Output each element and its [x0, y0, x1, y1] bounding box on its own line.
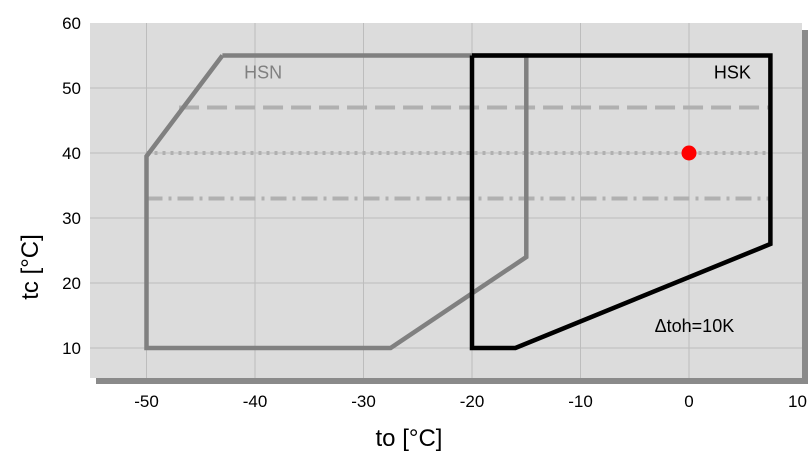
series-group [144, 53, 773, 351]
annotations: HSN HSK Δtoh=10K [244, 62, 751, 336]
x-tick-label: -30 [351, 392, 376, 411]
x-tick-label: 10 [788, 392, 807, 411]
y-tick-label: 60 [62, 14, 81, 33]
x-tick-label: -50 [134, 392, 159, 411]
annotation-label: HSN [244, 62, 282, 82]
marker-group [681, 145, 697, 161]
x-axis-title: to [°C] [376, 425, 443, 452]
x-tick-label: -40 [243, 392, 268, 411]
x-tick-label: 0 [684, 392, 693, 411]
y-tick-labels: 10 20 30 40 50 60 [62, 14, 81, 358]
operating-point-marker [681, 145, 697, 161]
annotation-label: Δtoh=10K [655, 316, 735, 336]
y-tick-label: 50 [62, 79, 81, 98]
y-axis-title: tc [°C] [17, 234, 44, 300]
y-tick-label: 10 [62, 339, 81, 358]
grid [90, 23, 802, 378]
annotation-label: HSK [714, 62, 751, 82]
x-tick-labels: -50 -40 -30 -20 -10 0 10 [134, 392, 807, 411]
x-tick-label: -20 [460, 392, 485, 411]
reference-lines [146, 105, 771, 201]
y-tick-label: 30 [62, 209, 81, 228]
y-tick-label: 40 [62, 144, 81, 163]
x-tick-label: -10 [568, 392, 593, 411]
series-hsk-outline [469, 53, 773, 351]
y-tick-label: 20 [62, 274, 81, 293]
